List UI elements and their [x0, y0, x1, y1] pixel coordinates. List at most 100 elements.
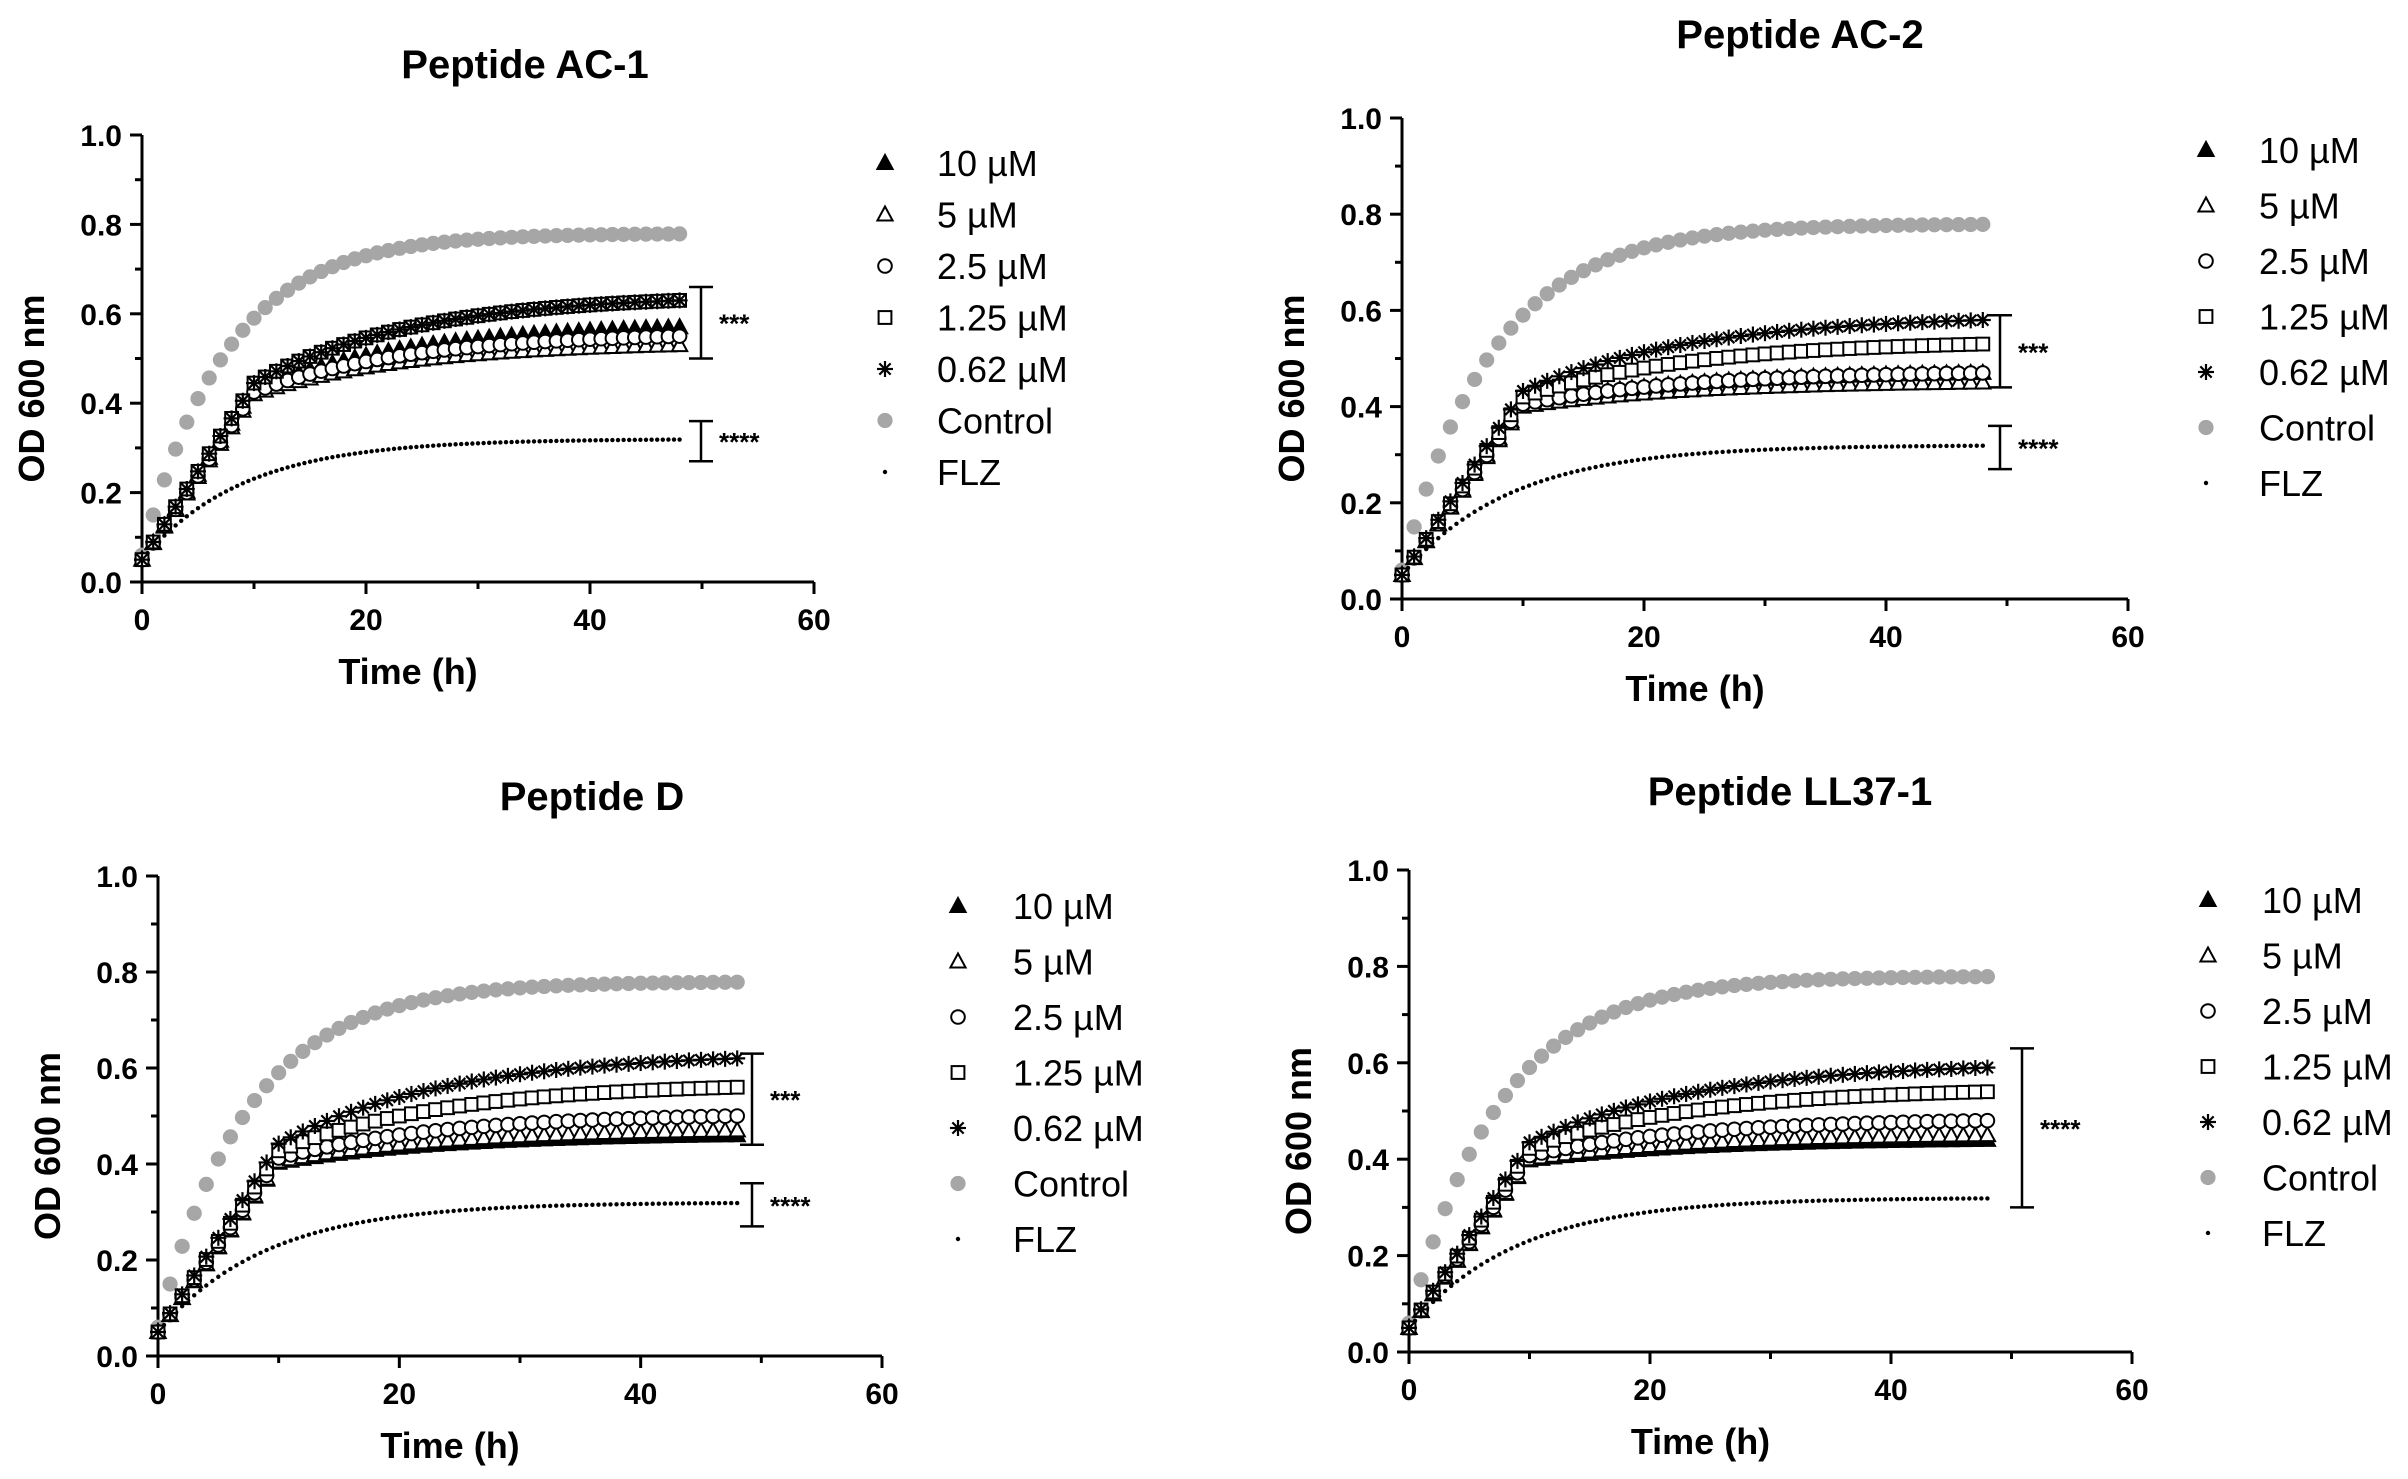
data-point	[1677, 1206, 1683, 1211]
data-point	[302, 460, 307, 466]
legend-label: FLZ	[1013, 1219, 1077, 1260]
legend-label: 10 µM	[937, 143, 1038, 184]
data-point	[1708, 331, 1725, 348]
data-point	[1437, 1264, 1454, 1281]
data-point	[195, 506, 201, 511]
data-point	[1641, 1210, 1647, 1215]
data-point	[1527, 296, 1543, 312]
data-point	[307, 1035, 323, 1051]
data-point	[1757, 346, 1773, 362]
legend-label: 2.5 µM	[937, 246, 1048, 287]
legend-item: FLZ	[955, 1219, 1077, 1260]
data-point	[492, 440, 497, 445]
legend-label: 0.62 µM	[2262, 1102, 2393, 1143]
legend: 10 µM 5 µM 2.5 µM 1.25 µM 0.62 µM Control FLZ	[2196, 130, 2390, 504]
data-point	[257, 474, 262, 479]
data-point	[442, 442, 447, 448]
data-point	[294, 1236, 299, 1241]
data-point	[379, 1001, 395, 1017]
data-point	[1623, 1213, 1629, 1218]
data-point	[1963, 336, 1979, 352]
legend-marker	[955, 1236, 961, 1242]
data-point	[1563, 364, 1580, 381]
data-point	[1980, 443, 1986, 448]
data-point	[1490, 499, 1495, 504]
data-point	[1460, 517, 1465, 522]
data-point	[500, 981, 516, 997]
data-point	[593, 438, 598, 443]
data-point	[631, 1122, 650, 1140]
data-point	[1491, 335, 1507, 351]
data-point	[367, 1095, 384, 1112]
data-point	[662, 1201, 667, 1206]
data-point	[585, 1085, 600, 1101]
data-point	[1725, 1130, 1744, 1149]
data-point	[319, 1126, 335, 1142]
legend-item: 2.5 µM	[2200, 991, 2373, 1032]
data-point	[1714, 979, 1730, 995]
data-point	[671, 292, 688, 309]
data-point	[582, 438, 587, 443]
data-point	[367, 1005, 383, 1021]
data-point	[235, 322, 251, 338]
data-point	[1546, 1038, 1562, 1054]
x-tick-label: 60	[2115, 1374, 2148, 1407]
data-point	[1865, 444, 1871, 450]
data-point	[1939, 337, 1954, 353]
data-point	[1581, 1221, 1586, 1226]
data-point	[1533, 1236, 1538, 1241]
data-point	[234, 1192, 251, 1209]
data-point	[1497, 1087, 1513, 1104]
data-point	[1927, 337, 1942, 353]
data-point	[240, 1259, 245, 1265]
data-point	[1840, 1197, 1846, 1203]
data-point	[1466, 456, 1483, 473]
legend-marker	[875, 204, 895, 222]
data-point	[1606, 1004, 1622, 1020]
chart-panel-3: Peptide D 0.0 0.2 0.4 0.6 0.8 1.0 0 20 40 60 Time (…	[27, 775, 1144, 1466]
data-point	[1756, 1200, 1761, 1206]
legend-item: 5 µM	[875, 195, 1018, 236]
data-point	[1757, 325, 1773, 342]
data-point	[476, 983, 492, 999]
data-point	[548, 1062, 565, 1079]
data-point	[715, 1120, 735, 1138]
data-point	[1817, 445, 1822, 451]
data-point	[288, 1238, 293, 1243]
data-point	[705, 974, 721, 990]
data-point	[268, 470, 273, 475]
data-point	[1883, 1087, 1899, 1103]
data-point	[1636, 344, 1652, 361]
data-point	[1773, 1129, 1792, 1147]
data-point	[1588, 369, 1603, 385]
data-point	[604, 226, 621, 243]
data-point	[1925, 373, 1944, 391]
data-point	[1902, 217, 1918, 233]
data-point	[1834, 1198, 1839, 1203]
data-point	[1864, 373, 1884, 392]
data-point	[306, 1232, 312, 1237]
data-point	[1757, 222, 1773, 238]
data-point	[416, 1104, 431, 1119]
data-point	[355, 1116, 371, 1132]
data-point	[192, 1293, 197, 1298]
data-point	[1907, 969, 1923, 985]
chart-panel-2: Peptide AC-2 0.0 0.2 0.4 0.6 0.8 1.0 0 20 40 60 Tim…	[1271, 13, 2390, 709]
data-point	[458, 309, 475, 326]
data-point	[632, 1055, 649, 1072]
data-point	[1666, 986, 1682, 1003]
data-point	[659, 335, 678, 353]
data-point	[246, 478, 251, 484]
data-point	[1533, 1128, 1550, 1145]
data-point	[657, 1082, 673, 1098]
data-point	[1653, 455, 1659, 460]
data-point	[464, 1097, 480, 1112]
data-point	[386, 447, 391, 452]
data-point	[268, 290, 284, 306]
data-point	[1485, 1104, 1501, 1121]
data-point	[536, 1063, 553, 1080]
data-point	[1575, 360, 1592, 377]
data-point	[390, 1134, 409, 1152]
data-point	[554, 438, 559, 444]
y-tick-label: 0.4	[1340, 392, 1382, 425]
